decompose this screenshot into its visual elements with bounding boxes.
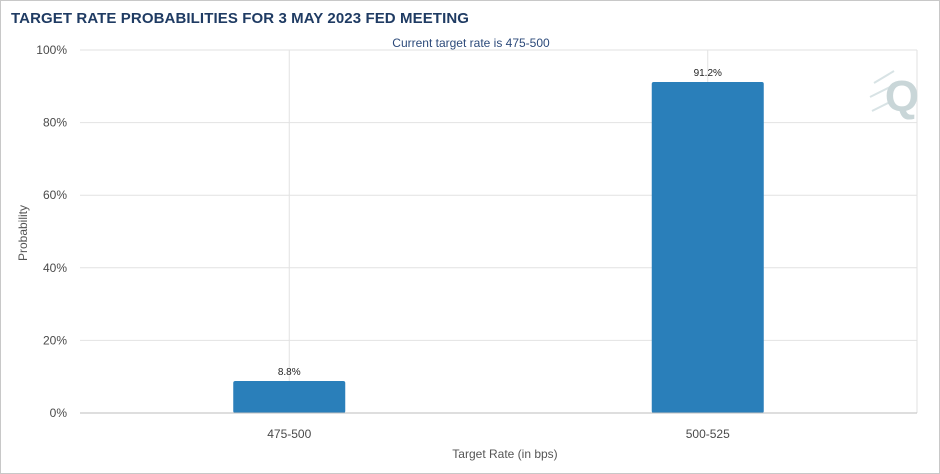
x-tick-label: 475-500 <box>267 427 311 441</box>
x-tick-label: 500-525 <box>686 427 730 441</box>
x-tick-labels: 475-500 500-525 <box>267 427 730 441</box>
chart-title: TARGET RATE PROBABILITIES FOR 3 MAY 2023… <box>11 10 470 27</box>
bar-475-500 <box>233 381 346 413</box>
logo-streak-2 <box>869 86 891 98</box>
chart-subtitle: Current target rate is 475-500 <box>392 36 550 50</box>
bar-data-label: 8.8% <box>278 367 301 378</box>
y-tick-label: 80% <box>43 116 67 130</box>
bar-data-label: 91.2% <box>694 68 722 79</box>
x-axis-title: Target Rate (in bps) <box>452 447 557 461</box>
logo-letter: Q <box>885 72 919 121</box>
logo-streak-3 <box>871 100 893 112</box>
q-watermark-logo: Q <box>869 70 919 121</box>
y-tick-label: 40% <box>43 261 67 275</box>
y-tick-label: 20% <box>43 333 67 347</box>
y-tick-label: 0% <box>50 406 68 420</box>
bar-500-525 <box>651 81 764 413</box>
gridlines-horizontal <box>80 49 917 341</box>
bars <box>233 81 764 413</box>
y-tick-label: 60% <box>43 188 67 202</box>
y-tick-labels: 0% 20% 40% 60% 80% 100% <box>36 43 67 420</box>
gridlines-vertical <box>288 50 918 413</box>
y-tick-label: 100% <box>36 43 67 57</box>
logo-streak-1 <box>873 70 895 84</box>
y-axis-title: Probability <box>16 205 30 261</box>
bar-data-labels: 8.8% 91.2% <box>278 68 722 378</box>
